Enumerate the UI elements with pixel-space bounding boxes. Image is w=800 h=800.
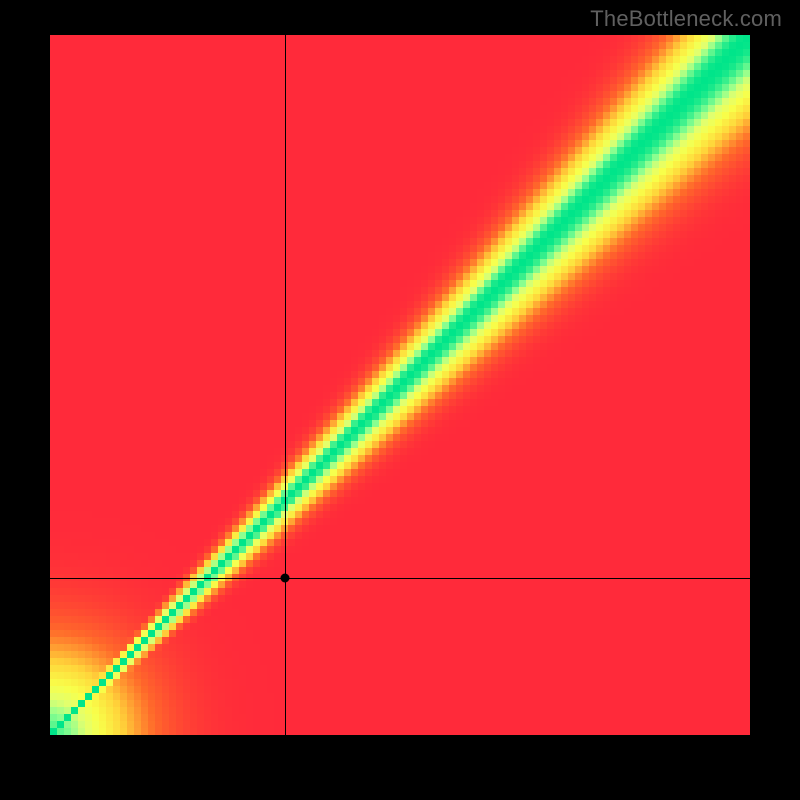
watermark-text: TheBottleneck.com: [590, 6, 782, 32]
heatmap-plot: [50, 35, 750, 735]
crosshair-vertical-line: [285, 35, 286, 735]
crosshair-marker-dot: [280, 573, 289, 582]
crosshair-horizontal-line: [50, 578, 750, 579]
heatmap-canvas: [50, 35, 750, 735]
